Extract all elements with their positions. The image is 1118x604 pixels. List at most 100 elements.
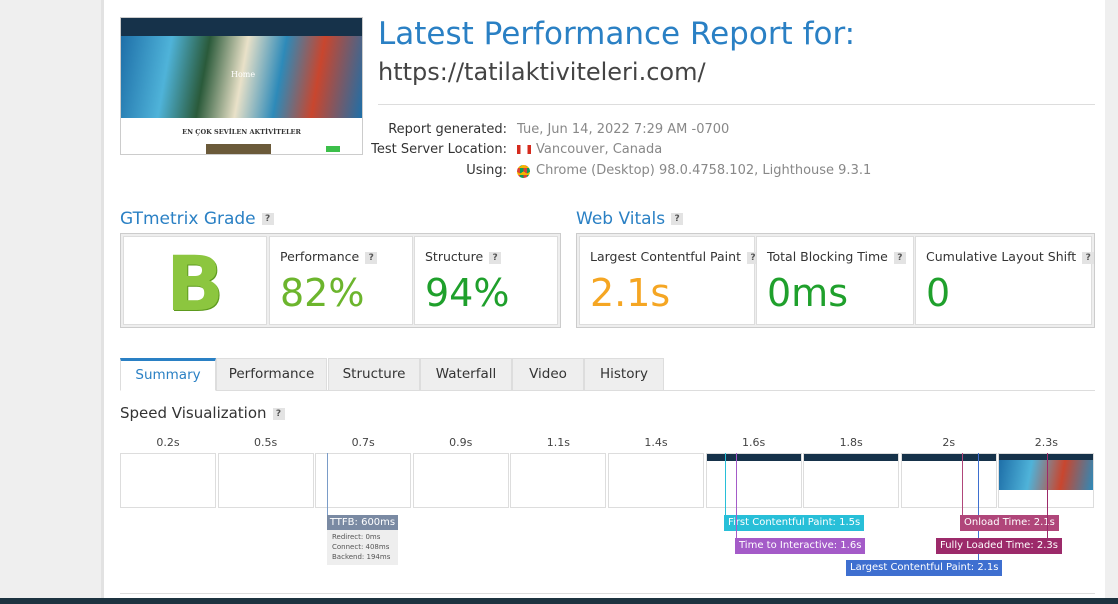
speed-title: Speed Visualization [120, 404, 267, 422]
help-icon[interactable]: ? [671, 213, 684, 225]
section-divider [120, 593, 1095, 594]
ttfb-box: TTFB: 600ms Redirect: 0ms Connect: 408ms… [327, 515, 398, 565]
frame-time: 0.9s [449, 436, 473, 449]
frame [217, 453, 314, 508]
frame [803, 453, 900, 508]
fully-loaded-marker: Fully Loaded Time: 2.3s [936, 538, 1062, 554]
flag-icon [517, 145, 531, 154]
speed-title-row: Speed Visualization? [120, 404, 285, 422]
fcp-line [725, 453, 726, 515]
frame-time: 1.4s [644, 436, 668, 449]
detail-label: Test Server Location: [371, 142, 507, 157]
help-icon[interactable]: ? [272, 407, 285, 420]
metric-cell: Performance? 82% [269, 236, 413, 325]
detail-label: Using: [466, 163, 507, 178]
frame-time: 0.2s [156, 436, 180, 449]
frame-time: 0.7s [351, 436, 375, 449]
tab[interactable]: Structure [328, 358, 420, 391]
thumb-banner: Home [231, 70, 256, 79]
vitals-box: Largest Contentful Paint? 2.1s Total Blo… [576, 233, 1095, 328]
metric-label-text: Performance [280, 249, 360, 264]
vital-label-text: Largest Contentful Paint [590, 249, 741, 264]
thumb-heading: EN ÇOK SEVİLEN AKTİVİTELER [182, 128, 301, 136]
vital-label: Total Blocking Time? [767, 249, 906, 264]
frame-time: 2.3s [1034, 436, 1058, 449]
fully-loaded-line [1047, 453, 1048, 538]
tab[interactable]: Video [512, 358, 584, 391]
grade-box: B Performance? 82% Structure? 94% [120, 233, 561, 328]
fcp-marker: First Contentful Paint: 1.5s [724, 515, 865, 531]
lcp-line [978, 453, 979, 560]
detail-value: Vancouver, Canada [536, 142, 663, 157]
detail-value: Chrome (Desktop) 98.0.4758.102, Lighthou… [536, 163, 872, 178]
frame-content [901, 454, 996, 461]
tab[interactable]: History [584, 358, 664, 391]
ttfb-detail: Redirect: 0ms [332, 533, 381, 541]
right-gutter [1105, 0, 1118, 604]
ttfb-detail: Backend: 194ms [332, 553, 391, 561]
left-gutter [0, 0, 101, 604]
bottom-bar [0, 598, 1118, 604]
help-icon[interactable]: ? [1082, 251, 1095, 264]
frame-content [804, 454, 899, 461]
report-title: Latest Performance Report for: [378, 16, 856, 52]
gutter-border [101, 0, 104, 604]
divider [378, 104, 1095, 105]
frame [608, 453, 704, 508]
help-icon[interactable]: ? [893, 251, 906, 264]
metric-value: 82% [280, 271, 365, 315]
ttfb-line [327, 453, 328, 515]
grade-cell: B [123, 236, 267, 328]
vital-label: Largest Contentful Paint? [590, 249, 759, 264]
report-url: https://tatilaktiviteleri.com/ [378, 58, 706, 86]
frame [412, 453, 509, 508]
detail-value: Tue, Jun 14, 2022 7:29 AM -0700 [517, 122, 730, 137]
frame [998, 453, 1095, 508]
onload-line [962, 453, 963, 515]
vital-cell: Total Blocking Time? 0ms [756, 236, 914, 325]
vital-cell: Largest Contentful Paint? 2.1s [579, 236, 759, 325]
vital-value: 0 [926, 271, 951, 315]
vital-value: 0ms [767, 271, 848, 315]
thumb-hero [121, 36, 362, 118]
tab[interactable]: Performance [216, 358, 327, 391]
vital-label: Cumulative Layout Shift? [926, 249, 1095, 264]
tti-line [736, 453, 737, 538]
vital-value: 2.1s [590, 271, 671, 315]
help-icon[interactable]: ? [261, 213, 274, 225]
vitals-title: Web Vitals [576, 209, 666, 229]
thumb-button [326, 146, 340, 152]
detail-label: Report generated: [388, 122, 507, 137]
vital-label-text: Cumulative Layout Shift [926, 249, 1077, 264]
onload-marker: Onload Time: 2.1s [960, 515, 1059, 531]
thumbnail: Home EN ÇOK SEVİLEN AKTİVİTELER [120, 17, 363, 155]
frame-time: 1.1s [546, 436, 570, 449]
frame [900, 453, 997, 508]
metric-label: Structure? [425, 249, 502, 264]
lcp-marker: Largest Contentful Paint: 2.1s [846, 560, 1003, 576]
frame [705, 453, 802, 508]
metric-value: 94% [425, 271, 510, 315]
frame-content [706, 454, 801, 461]
thumb-nav [121, 18, 362, 36]
tab[interactable]: Waterfall [420, 358, 512, 391]
frame-time: 1.6s [741, 436, 766, 449]
metric-label-text: Structure [425, 249, 484, 264]
help-icon[interactable]: ? [746, 251, 759, 264]
thumb-image [206, 144, 271, 154]
metric-cell: Structure? 94% [414, 236, 558, 325]
grade-title: GTmetrix Grade [120, 209, 256, 229]
frame [120, 453, 216, 508]
frame-time: 2s [942, 436, 956, 449]
section-title: GTmetrix Grade? [120, 209, 274, 229]
tab-active[interactable]: Summary [120, 358, 216, 391]
vital-cell: Cumulative Layout Shift? 0 [915, 236, 1095, 325]
ttfb-detail: Connect: 408ms [332, 543, 390, 551]
tti-marker: Time to Interactive: 1.6s [735, 538, 866, 554]
metric-label: Performance? [280, 249, 378, 264]
help-icon[interactable]: ? [489, 251, 502, 264]
frame [315, 453, 412, 508]
help-icon[interactable]: ? [365, 251, 378, 264]
grade-letter: B [166, 239, 224, 328]
